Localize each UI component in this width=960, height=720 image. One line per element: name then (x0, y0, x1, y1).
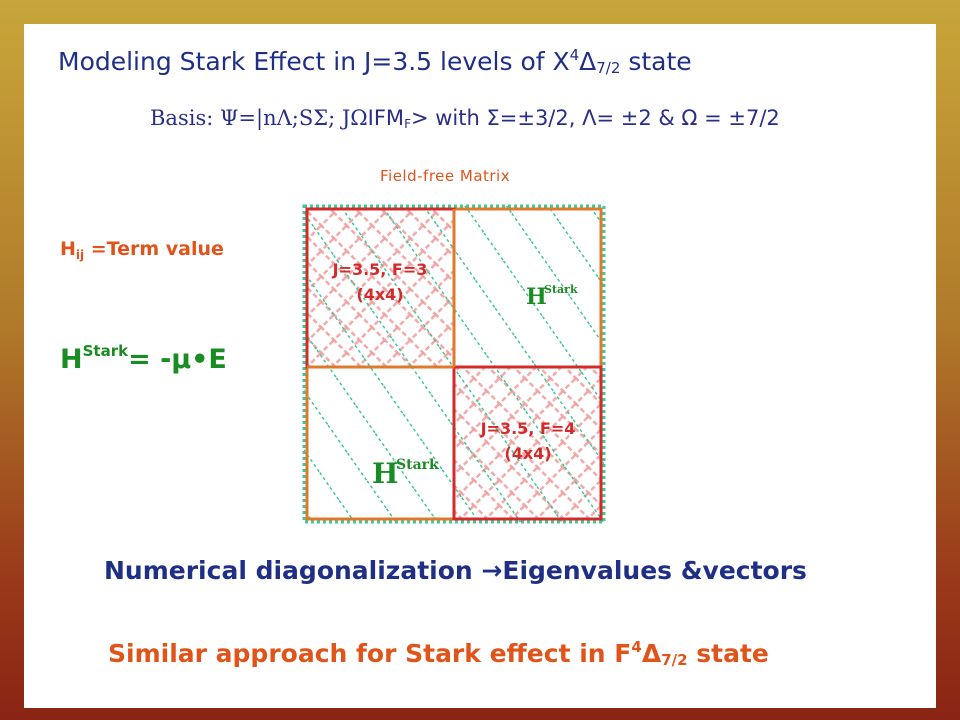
block-top-left-line1: J=3.5, F=3 (332, 260, 428, 279)
similar-approach-line: Similar approach for Stark effect in F4Δ… (108, 638, 769, 669)
basis-label: Basis: (150, 106, 220, 130)
slide-title: Modeling Stark Effect in J=3.5 levels of… (58, 46, 692, 77)
basis-ket-sans: IFM (367, 106, 405, 130)
similar-prefix: Similar approach for Stark effect in F (108, 639, 632, 668)
block-bottom-right-line1: J=3.5, F=4 (480, 419, 576, 438)
basis-ket: Ψ=|nΛ;SΣ; JΩ (219, 106, 368, 130)
block-bottom-right-line2: (4x4) (504, 444, 551, 463)
offdiag-top-right-h: H (526, 284, 547, 310)
basis-with: with Σ=±3/2, Λ= ±2 & Ω = ±7/2 (435, 106, 780, 130)
title-sub: 7/2 (596, 59, 621, 77)
similar-suffix: state (687, 639, 769, 668)
offdiag-bottom-left-h: H (372, 457, 398, 490)
field-free-matrix-diagram: J=3.5, F=3 (4x4) J=3.5, F=4 (4x4) H Star… (302, 204, 606, 524)
hstark-h: H (60, 344, 83, 375)
hstark-sup: Stark (82, 342, 129, 360)
basis-line: Basis: Ψ=|nΛ;SΣ; JΩIFMF> with Σ=±3/2, Λ=… (150, 106, 780, 131)
hstark-rhs: = -μ•E (128, 344, 227, 375)
term-value-h: H (60, 238, 76, 260)
block-bottom-right-border (452, 365, 603, 521)
stark-hamiltonian-equation: HStark= -μ•E (60, 342, 227, 375)
term-value-label: Hij =Term value (60, 238, 224, 262)
term-value-text: =Term value (84, 238, 224, 260)
block-top-left-line2: (4x4) (356, 285, 403, 304)
basis-ket-sub: F (404, 117, 411, 131)
offdiag-bottom-left-sup: Stark (396, 457, 439, 473)
title-prefix: Modeling Stark Effect in J=3.5 levels of… (58, 47, 570, 76)
basis-ket-end: > (410, 106, 436, 130)
similar-sup: 4 (631, 638, 642, 656)
matrix-label: Field-free Matrix (380, 167, 511, 185)
slide: Modeling Stark Effect in J=3.5 levels of… (24, 24, 936, 708)
similar-delta: Δ (641, 639, 662, 668)
similar-sub: 7/2 (661, 651, 688, 669)
offdiag-top-right-sup: Stark (544, 283, 578, 296)
numerical-diagonalization-line: Numerical diagonalization →Eigenvalues &… (104, 556, 807, 585)
term-value-sub: ij (75, 248, 85, 262)
title-delta: Δ (579, 47, 597, 76)
title-suffix: state (620, 47, 692, 76)
matrix-outer-dotted-border (302, 204, 606, 524)
title-sup: 4 (569, 46, 580, 64)
